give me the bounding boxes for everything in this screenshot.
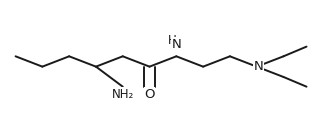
Text: NH₂: NH₂ <box>112 88 134 101</box>
Text: O: O <box>144 88 155 101</box>
Text: H: H <box>168 34 177 47</box>
Text: N: N <box>254 60 264 73</box>
Text: N: N <box>171 38 181 51</box>
